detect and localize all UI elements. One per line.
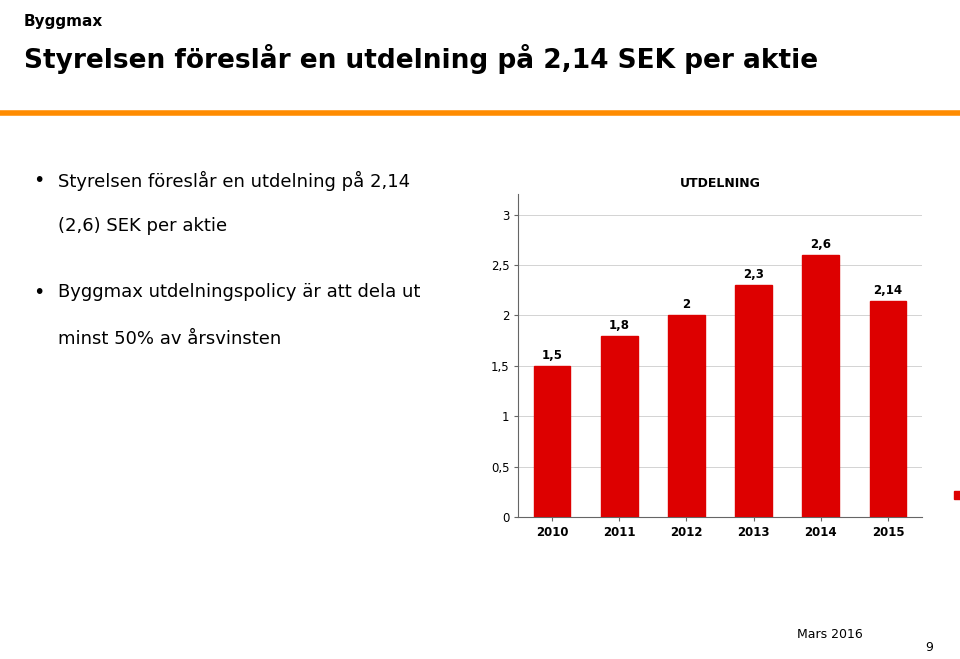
Bar (668, 316, 705, 517)
Text: 2,3: 2,3 (743, 268, 764, 281)
Text: 1,8: 1,8 (609, 319, 630, 331)
Text: 1,5: 1,5 (541, 349, 563, 362)
Text: (2,6) SEK per aktie: (2,6) SEK per aktie (58, 217, 227, 235)
Text: Mars 2016: Mars 2016 (797, 627, 862, 641)
Text: •: • (34, 283, 45, 302)
Bar (534, 366, 570, 517)
Text: Styrelsen föreslår en utdelning på 2,14 SEK per aktie: Styrelsen föreslår en utdelning på 2,14 … (24, 43, 818, 74)
Text: 2,14: 2,14 (874, 284, 902, 297)
Text: Styrelsen föreslår en utdelning på 2,14: Styrelsen föreslår en utdelning på 2,14 (58, 171, 410, 191)
Bar (601, 335, 637, 517)
Title: UTDELNING: UTDELNING (680, 177, 760, 190)
Text: minst 50% av årsvinsten: minst 50% av årsvinsten (58, 330, 281, 347)
Bar (870, 301, 906, 517)
Bar (735, 285, 772, 517)
Legend: UTDELNING I KR.
CAGR 7%: UTDELNING I KR. CAGR 7% (950, 480, 960, 509)
Text: 2,6: 2,6 (810, 238, 831, 251)
Text: 9: 9 (925, 641, 933, 654)
Bar (803, 255, 839, 517)
Text: Byggmax utdelningspolicy är att dela ut: Byggmax utdelningspolicy är att dela ut (58, 283, 420, 301)
Text: Byggmax: Byggmax (24, 14, 104, 29)
Text: 2: 2 (683, 299, 690, 312)
Text: •: • (34, 171, 45, 190)
